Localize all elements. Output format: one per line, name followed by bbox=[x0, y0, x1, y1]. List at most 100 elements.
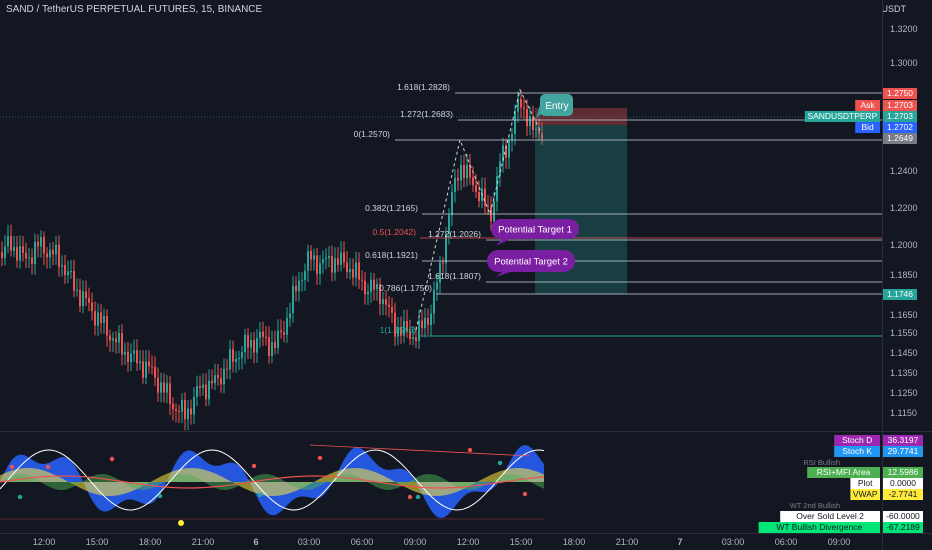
signal-dot bbox=[415, 494, 421, 500]
candle-body bbox=[337, 258, 339, 265]
signal-dot bbox=[9, 464, 15, 470]
candle-body bbox=[355, 262, 357, 278]
candle-body bbox=[7, 236, 9, 247]
indicator-label-text: RSI Bullish bbox=[803, 458, 840, 467]
candle-body bbox=[160, 382, 162, 393]
time-tick-label: 03:00 bbox=[298, 537, 321, 547]
fib-level-label: 0.382(1.2165) bbox=[365, 203, 418, 213]
candle-body bbox=[418, 320, 420, 342]
currency-label: USDT bbox=[881, 4, 907, 14]
candle-body bbox=[259, 331, 261, 339]
candle-body bbox=[514, 111, 516, 134]
candle-body bbox=[484, 188, 486, 206]
candle-body bbox=[199, 386, 201, 389]
candle-body bbox=[265, 336, 267, 338]
candle-body bbox=[136, 350, 138, 364]
price-axis-border bbox=[882, 0, 883, 550]
candle-body bbox=[121, 332, 123, 355]
candle-body bbox=[289, 313, 291, 319]
indicator-label-value bbox=[883, 522, 923, 533]
potential-target-1-callout bbox=[491, 219, 579, 239]
candle-body bbox=[505, 145, 507, 158]
candle-body bbox=[73, 270, 75, 291]
candle-body bbox=[244, 334, 246, 353]
fib-level-label: 0.5(1.2042) bbox=[373, 227, 417, 237]
time-tick-label: 15:00 bbox=[86, 537, 109, 547]
divergence-line bbox=[309, 444, 531, 457]
candle-body bbox=[67, 271, 69, 276]
signal-dot bbox=[157, 493, 163, 499]
candle-body bbox=[391, 306, 393, 313]
candle-body bbox=[463, 165, 465, 179]
candle-body bbox=[49, 249, 51, 258]
candle-body bbox=[85, 291, 87, 299]
candle-body bbox=[364, 280, 366, 295]
candle-body bbox=[187, 408, 189, 420]
candle-body bbox=[397, 327, 399, 337]
rsi-mfi-area bbox=[0, 474, 544, 490]
vwap-line bbox=[0, 475, 545, 489]
candle-body bbox=[1, 252, 3, 259]
indicator-label-tag bbox=[807, 467, 880, 478]
price-label-value-text: 1.2649 bbox=[887, 133, 913, 143]
candle-body bbox=[31, 257, 33, 264]
price-label-tag-text: SANDUSDTPERP bbox=[807, 111, 877, 121]
candle-body bbox=[280, 330, 282, 333]
candle-body bbox=[109, 335, 111, 341]
fib-level-label: 1.272(1.2683) bbox=[400, 109, 453, 119]
candle-body bbox=[16, 247, 18, 261]
candle-body bbox=[193, 396, 195, 415]
candle-body bbox=[61, 265, 63, 267]
candle-body bbox=[346, 262, 348, 273]
candle-body bbox=[184, 400, 186, 420]
candle-body bbox=[262, 331, 264, 337]
candle-body bbox=[520, 98, 522, 108]
candle-body bbox=[394, 312, 396, 337]
wavetrend-area bbox=[0, 445, 544, 519]
candle-body bbox=[361, 279, 363, 281]
candle-body bbox=[328, 255, 330, 258]
candle-body bbox=[409, 331, 411, 340]
price-tick-label: 1.1150 bbox=[890, 408, 917, 418]
price-label-tag bbox=[855, 100, 880, 111]
candle-body bbox=[253, 340, 255, 353]
candle-body bbox=[331, 255, 333, 273]
candle-body bbox=[370, 279, 372, 292]
indicator-label-value bbox=[883, 467, 923, 478]
potential-target-2-callout-tail bbox=[496, 272, 510, 277]
price-tick-label: 1.2400 bbox=[890, 166, 918, 176]
indicator-label-tag bbox=[780, 511, 880, 522]
time-tick-label: 03:00 bbox=[722, 537, 745, 547]
money-flow-area bbox=[0, 468, 544, 496]
candle-body bbox=[208, 380, 210, 400]
candle-body bbox=[256, 338, 258, 353]
candle-body bbox=[181, 400, 183, 412]
candle-body bbox=[118, 332, 120, 343]
fib-level-label: 0.786(1.1750) bbox=[379, 283, 432, 293]
signal-dot bbox=[317, 455, 323, 461]
candle-body bbox=[388, 304, 390, 307]
fib-level-label: 1(1.1546) bbox=[380, 325, 417, 335]
price-label-value-text: 1.1746 bbox=[887, 289, 913, 299]
candle-body bbox=[70, 270, 72, 272]
price-tick-label: 1.1850 bbox=[890, 270, 918, 280]
price-tick-label: 1.3200 bbox=[890, 24, 918, 34]
candle-body bbox=[517, 98, 519, 112]
signal-dot bbox=[251, 463, 257, 469]
price-tick-label: 1.1350 bbox=[890, 368, 918, 378]
candle-body bbox=[88, 298, 90, 303]
potential-target-1-callout-text: Potential Target 1 bbox=[498, 225, 572, 236]
candle-body bbox=[163, 382, 165, 393]
candle-body bbox=[28, 257, 30, 259]
candle-body bbox=[145, 361, 147, 378]
candle-body bbox=[133, 350, 135, 354]
signal-dot bbox=[497, 460, 503, 466]
indicator-pane-divider[interactable] bbox=[0, 431, 932, 432]
candle-body bbox=[202, 384, 204, 389]
indicator-label-value-text: 12.5986 bbox=[888, 467, 919, 477]
candle-body bbox=[238, 357, 240, 359]
candle-body bbox=[532, 116, 534, 130]
candle-body bbox=[448, 215, 450, 234]
candle-body bbox=[451, 191, 453, 216]
